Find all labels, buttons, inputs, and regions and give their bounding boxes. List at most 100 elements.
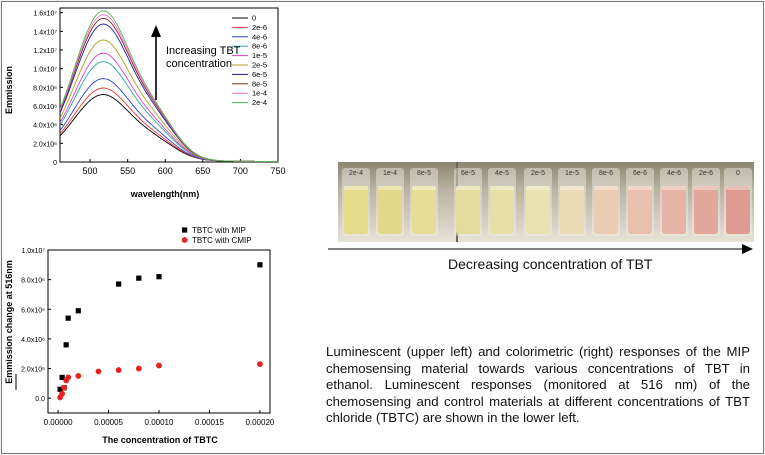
- vial-liquid: [490, 186, 514, 234]
- spectrum-line: [59, 10, 278, 162]
- vial-liquid: [694, 186, 718, 234]
- legend-label-1: 1e-4: [252, 89, 267, 98]
- vial-liquid: [594, 186, 618, 234]
- x-tick-label-2: 0.00020: [245, 418, 274, 427]
- y-tick-label-1: 2.0x10⁶: [33, 141, 57, 148]
- mip-point: [257, 262, 263, 268]
- vial-liquid: [526, 186, 550, 234]
- plot-area-1: [59, 7, 279, 163]
- vial-label: 4e-5: [495, 170, 509, 177]
- vial-liquid: [412, 186, 436, 234]
- x-tick-label-1: 650: [195, 166, 210, 176]
- y-tick-label-1: 0: [53, 160, 57, 167]
- x-tick-label-1: 600: [158, 166, 173, 176]
- y-tick-label-1: 6.0x10⁶: [33, 104, 57, 111]
- figure-caption: Luminescent (upper left) and colorimetri…: [326, 344, 750, 426]
- vial-liquid: [662, 186, 686, 234]
- legend-label-1: 2e-6: [252, 23, 267, 32]
- x-tick-label-1: 500: [83, 166, 98, 176]
- vial-liquid: [456, 186, 480, 234]
- y-tick-label-1: 1.6x10⁷: [33, 11, 57, 18]
- spectrum-line: [59, 61, 278, 162]
- cmip-point: [61, 384, 68, 391]
- legend-label-1: 4e-6: [252, 32, 267, 41]
- emission-change-chart: 0.00000 0.00005 0.00010 0.00015 0.00020 0.0 2.…: [4, 226, 275, 445]
- mip-point: [136, 275, 142, 281]
- mip-point: [116, 281, 122, 287]
- vial-liquid: [726, 186, 750, 234]
- x-axis-label-2: The concentration of TBTC: [102, 435, 218, 445]
- vial-label: 8e-6: [599, 170, 613, 177]
- vial-label: 2e-4: [349, 170, 363, 177]
- cmip-point: [135, 365, 142, 372]
- cmip-point: [156, 362, 162, 369]
- mip-point: [75, 308, 81, 314]
- y-axis-label-1: Emmission: [4, 66, 14, 114]
- vial-liquid: [378, 186, 402, 234]
- x-tick-label-1: 750: [270, 166, 285, 176]
- vial-label: 1e-4: [383, 170, 397, 177]
- mip-point: [57, 386, 63, 392]
- legend-label-1: 8e-6: [252, 42, 267, 51]
- vial-label: 6e-6: [633, 170, 647, 177]
- y-axis-label-2: Emmission change at 516nm: [4, 260, 14, 384]
- x-tick-label-2: 0.00005: [94, 418, 123, 427]
- x-tick-label-2: 0.00015: [195, 418, 224, 427]
- y-tick-label-2: 1.0x10⁷: [21, 248, 45, 255]
- x-tick-label-1: 700: [233, 166, 248, 176]
- y-tick-label-1: 1.2x10⁷: [33, 48, 57, 55]
- vial-liquid: [560, 186, 584, 234]
- cmip-point: [65, 374, 72, 381]
- vial-label: 4e-6: [667, 170, 681, 177]
- vial-label: 2e-5: [531, 170, 545, 177]
- vial-label: 1e-5: [565, 170, 579, 177]
- y-tick-label-2: 8.0x10⁶: [21, 278, 45, 285]
- y-tick-label-1: 1.0x10⁷: [33, 67, 57, 74]
- cmip-point: [59, 390, 66, 397]
- cmip-point: [115, 367, 122, 373]
- y-tick-label-2: 0.0: [35, 396, 45, 403]
- annotation-line-2: concentration: [166, 58, 232, 70]
- vial-label: 8e-5: [417, 170, 431, 177]
- vial-label: 0: [736, 170, 740, 177]
- mip-point: [156, 274, 162, 280]
- spectrum-line: [59, 94, 278, 162]
- y-tick-label-1: 8.0x10⁶: [33, 85, 57, 92]
- vial-photo: 2e-4 1e-4 8e-5 6e-5 4e-5 2e-5 1e-5 8e-6 6e-6 4e-6…: [338, 162, 754, 242]
- legend-label-2: TBTC with CMIP: [192, 236, 252, 245]
- arrow-label: Decreasing concentration of TBT: [448, 256, 653, 272]
- legend-label-1: 2e-5: [252, 61, 267, 70]
- cmip-point: [257, 361, 263, 367]
- legend-label-1: 8e-5: [252, 79, 267, 88]
- cmip-point: [95, 368, 102, 375]
- cmip-point: [75, 373, 82, 379]
- x-tick-label-2: 0.00010: [145, 418, 174, 427]
- mip-point: [59, 374, 65, 381]
- emission-spectra-chart: 500 550 600 650 700 750 0 2.0x10⁶ 4.0x10⁶ 6.0x10⁶…: [4, 7, 286, 199]
- y-tick-label-2: 4.0x10⁶: [21, 337, 45, 344]
- legend-label-1: 2e-4: [252, 98, 267, 107]
- y-tick-label-1: 1.4x10⁷: [33, 29, 57, 36]
- x-tick-label-1: 550: [120, 166, 135, 176]
- increasing-arrow: [151, 25, 161, 100]
- legend-label-1: 0: [252, 14, 256, 23]
- vial-label: 6e-5: [461, 170, 475, 177]
- vial-liquid: [628, 186, 652, 234]
- legend-label-1: 1e-5: [252, 51, 267, 60]
- vial-liquid: [344, 186, 368, 234]
- x-tick-label-2: 0.00000: [44, 418, 73, 427]
- y-tick-label-2: 2.0x10⁶: [21, 367, 45, 374]
- spectrum-line: [59, 78, 278, 162]
- legend-marker-2: [181, 237, 188, 243]
- mip-point: [63, 342, 69, 348]
- mip-point: [65, 315, 71, 321]
- legend-label-1: 6e-5: [252, 70, 267, 79]
- annotation-line-1: Increasing TBT: [166, 45, 241, 57]
- decreasing-arrow: [328, 244, 753, 254]
- y-tick-label-1: 4.0x10⁶: [33, 123, 57, 130]
- y-tick-label-2: 6.0x10⁶: [21, 307, 45, 314]
- x-axis-label-1: wavelength(nm): [130, 189, 200, 199]
- vial-label: 2e-6: [699, 170, 713, 177]
- legend-label-2: TBTC with MIP: [192, 226, 246, 235]
- legend-marker-2: [182, 227, 188, 233]
